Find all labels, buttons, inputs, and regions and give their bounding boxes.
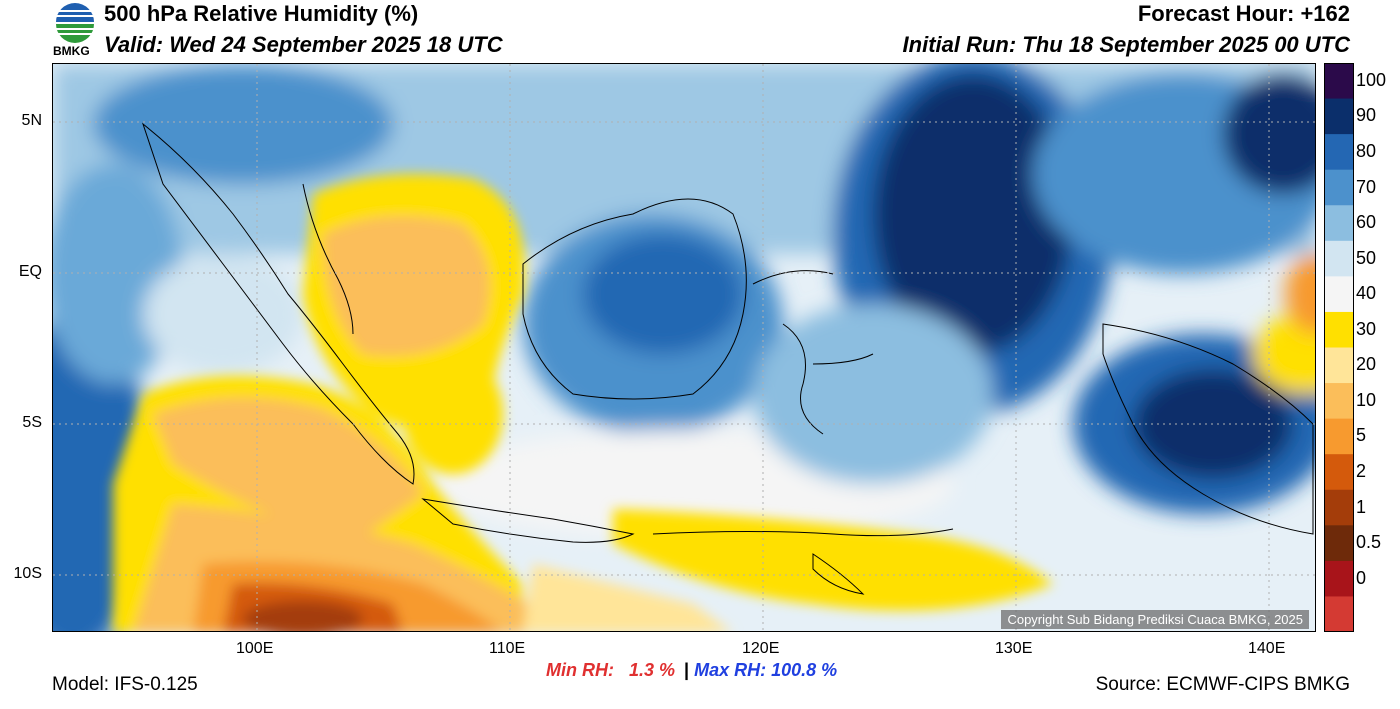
- min-rh-value: 1.3 %: [629, 660, 676, 680]
- lon-label-110e: 110E: [489, 640, 526, 657]
- colorbar-tick-label: 10: [1356, 389, 1377, 410]
- colorbar-segment: [1324, 525, 1354, 562]
- colorbar-segment: [1324, 596, 1354, 632]
- graticule: [53, 64, 1315, 631]
- map-title: 500 hPa Relative Humidity (%): [104, 1, 419, 26]
- colorbar-border: [1324, 63, 1354, 632]
- lat-label-10s: 10S: [13, 565, 42, 582]
- humidity-field: [53, 64, 1315, 631]
- colorbar-segment: [1324, 347, 1354, 384]
- colorbar-segment: [1324, 418, 1354, 455]
- colorbar-tick-label: 5: [1356, 425, 1367, 446]
- colorbar-tick-label: 2: [1356, 461, 1367, 481]
- colorbar-segment: [1324, 489, 1354, 526]
- colorbar-segment: [1324, 134, 1354, 171]
- colorbar-segment: [1324, 63, 1354, 100]
- colorbar-segment: [1324, 454, 1354, 491]
- humidity-map: Copyright Sub Bidang Prediksi Cuaca BMKG…: [52, 63, 1316, 632]
- rh-stats: Min RH: 1.3 % | Max RH: 100.8 %: [546, 660, 837, 681]
- colorbar: [1324, 63, 1354, 632]
- colorbar-tick-label: 50: [1356, 247, 1377, 268]
- colorbar-tick-label: 40: [1356, 283, 1377, 304]
- colorbar-tick-label: 80: [1356, 140, 1377, 161]
- lon-label-100e: 100E: [236, 640, 274, 657]
- colorbar-tick-label: 20: [1356, 354, 1377, 375]
- valid-time: Valid: Wed 24 September 2025 18 UTC: [104, 32, 503, 57]
- max-rh-label: Max RH:: [694, 660, 767, 680]
- data-source: Source: ECMWF-CIPS BMKG: [1095, 674, 1350, 695]
- colorbar-segment: [1324, 98, 1354, 135]
- colorbar-tick-label: 0: [1356, 567, 1367, 588]
- colorbar-tick-label: 1: [1356, 496, 1367, 517]
- colorbar-tick-label: 90: [1356, 105, 1377, 126]
- min-rh-label: Min RH:: [546, 660, 614, 680]
- colorbar-tick-label: 60: [1356, 212, 1377, 232]
- colorbar-segment: [1324, 560, 1354, 597]
- model-name: Model: IFS-0.125: [52, 674, 198, 695]
- lat-label-5n: 5N: [21, 112, 42, 129]
- lat-label-eq: EQ: [18, 263, 42, 280]
- colorbar-segment: [1324, 169, 1354, 206]
- forecast-hour: Forecast Hour: +162: [1137, 1, 1350, 26]
- lon-label-130e: 130E: [995, 640, 1033, 657]
- stats-separator: |: [684, 660, 690, 680]
- coastlines: [141, 122, 1314, 595]
- colorbar-segment: [1324, 311, 1354, 348]
- bmkg-logo: BMKG: [52, 0, 98, 62]
- lat-label-5s: 5S: [22, 414, 42, 431]
- colorbar-tick-label: 30: [1356, 318, 1377, 339]
- max-rh-value: 100.8 %: [771, 660, 838, 680]
- colorbar-segment: [1324, 205, 1354, 242]
- colorbar-segment: [1324, 276, 1354, 313]
- colorbar-segment: [1324, 240, 1354, 277]
- bmkg-logo-text: BMKG: [53, 44, 90, 58]
- colorbar-tick-label: 100: [1356, 69, 1387, 90]
- lon-label-120e: 120E: [742, 640, 780, 657]
- bmkg-emblem-icon: [56, 3, 94, 43]
- copyright-notice: Copyright Sub Bidang Prediksi Cuaca BMKG…: [1001, 610, 1309, 629]
- lon-label-140e: 140E: [1248, 640, 1286, 657]
- colorbar-tick-label: 70: [1356, 176, 1377, 197]
- colorbar-tick-label: 0.5: [1356, 532, 1382, 553]
- initial-run: Initial Run: Thu 18 September 2025 00 UT…: [902, 32, 1350, 57]
- colorbar-segment: [1324, 383, 1354, 420]
